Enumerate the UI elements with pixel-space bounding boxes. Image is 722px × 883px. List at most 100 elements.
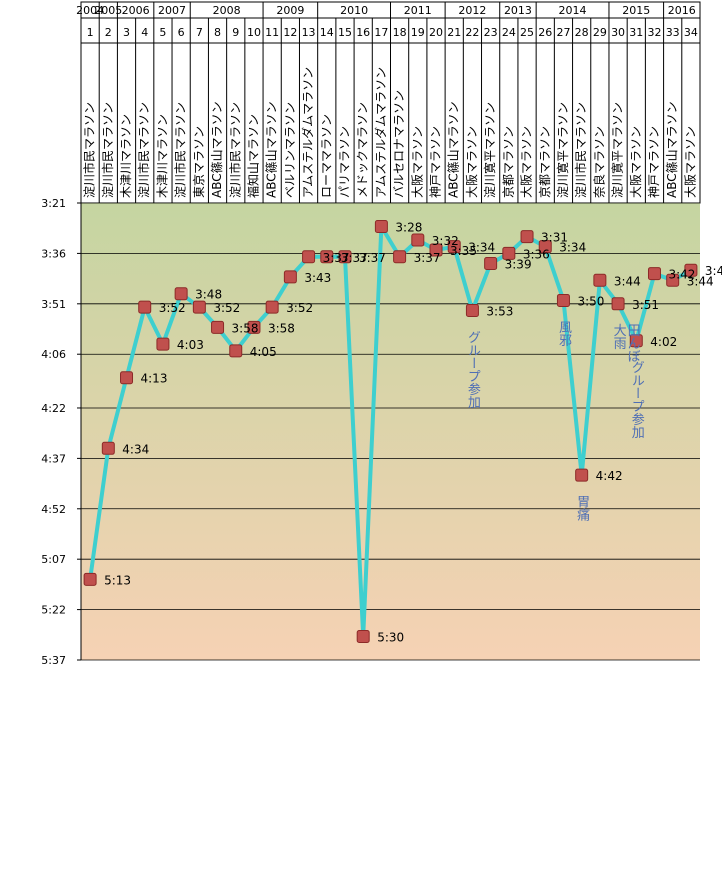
data-point <box>265 300 279 314</box>
data-label: 4:42 <box>596 469 623 483</box>
race-name: メドックマラソン <box>356 102 370 198</box>
race-number: 7 <box>196 26 203 39</box>
data-point <box>156 337 170 351</box>
data-point <box>556 293 570 307</box>
data-point <box>520 230 534 244</box>
race-name: ABC篠山マラソン <box>446 101 461 198</box>
year-label: 2007 <box>158 4 186 17</box>
race-name: 木津川マラソン <box>119 114 133 198</box>
grid-lines <box>81 202 700 661</box>
data-point <box>647 267 661 281</box>
race-name: 大阪マラソン <box>520 126 534 198</box>
race-name: 大阪マラソン <box>465 126 479 198</box>
y-tick-label: 5:22 <box>41 604 66 617</box>
annotation-label: 大雨 <box>611 324 627 350</box>
data-label: 3:37 <box>323 251 350 265</box>
data-label: 3:34 <box>559 241 586 255</box>
data-label: 3:28 <box>395 221 422 235</box>
race-name: 大阪マラソン <box>410 126 424 198</box>
race-name: 淀川市民マラソン <box>573 102 588 198</box>
data-label: 3:31 <box>541 231 568 245</box>
race-number: 8 <box>214 26 221 39</box>
race-name: 大阪マラソン <box>683 126 697 198</box>
data-point <box>411 233 425 247</box>
y-tick-label: 5:37 <box>41 654 66 667</box>
data-label: 4:03 <box>177 338 204 352</box>
race-number: 4 <box>141 26 148 39</box>
year-label: 2015 <box>622 4 650 17</box>
race-number: 32 <box>647 26 661 39</box>
y-tick-label: 4:22 <box>41 402 66 415</box>
year-label: 2005 <box>94 4 122 17</box>
race-number: 16 <box>356 26 370 39</box>
race-number: 24 <box>502 26 516 39</box>
race-name: アムステルダムマラソン <box>373 67 388 198</box>
race-number: 29 <box>593 26 607 39</box>
race-number: 21 <box>447 26 461 39</box>
race-number: 17 <box>374 26 388 39</box>
data-label: 3:48 <box>195 288 222 302</box>
data-label: 4:13 <box>141 372 168 386</box>
race-name: 淀川寛平マラソン <box>555 102 570 198</box>
data-label: 5:13 <box>104 573 131 587</box>
race-number: 33 <box>666 26 680 39</box>
race-number: 15 <box>338 26 352 39</box>
data-label: 4:05 <box>250 345 277 359</box>
race-name: ローママラソン <box>319 114 333 198</box>
data-point <box>502 246 516 260</box>
race-name: 京都マラソン <box>538 126 552 198</box>
data-point <box>429 243 443 257</box>
data-label: 3:52 <box>159 301 186 315</box>
data-label: 3:41 <box>705 264 722 278</box>
race-number: 9 <box>232 26 239 39</box>
race-number: 30 <box>611 26 625 39</box>
year-label: 2008 <box>213 4 241 17</box>
data-point <box>484 256 498 270</box>
year-label: 2011 <box>404 4 432 17</box>
race-name: 京都マラソン <box>501 126 515 198</box>
race-name: 東京マラソン <box>192 126 206 198</box>
data-point <box>575 468 589 482</box>
plot-background <box>80 203 700 660</box>
race-name: 神戸マラソン <box>429 126 443 198</box>
data-label: 3:52 <box>213 301 240 315</box>
y-tick-label: 4:52 <box>41 503 66 516</box>
data-label: 3:39 <box>505 257 532 271</box>
race-name: 淀川市民マラソン <box>82 102 97 198</box>
data-point <box>229 344 243 358</box>
race-name: バルセロナマラソン <box>392 90 406 198</box>
year-label: 2006 <box>122 4 150 17</box>
data-point <box>611 297 625 311</box>
race-number: 31 <box>629 26 643 39</box>
data-point <box>356 629 370 643</box>
year-label: 2009 <box>276 4 304 17</box>
data-label: 3:53 <box>486 305 513 319</box>
race-number: 27 <box>556 26 570 39</box>
data-label: 4:34 <box>122 442 149 456</box>
race-name: ABC篠山マラソン <box>209 101 224 198</box>
time-series-line <box>88 224 692 639</box>
race-name: 木津川マラソン <box>155 114 169 198</box>
data-point <box>120 371 134 385</box>
race-number: 6 <box>178 26 185 39</box>
annotation-label: 田んぼ <box>625 324 640 363</box>
race-name: 淀川市民マラソン <box>173 102 188 198</box>
data-label: 3:37 <box>414 251 441 265</box>
data-point <box>593 273 607 287</box>
race-number: 13 <box>302 26 316 39</box>
data-label: 3:52 <box>286 301 313 315</box>
plot-area <box>81 203 700 660</box>
y-tick-label: 3:21 <box>41 197 66 210</box>
race-number: 10 <box>247 26 261 39</box>
data-label: 3:34 <box>468 241 495 255</box>
data-point <box>393 250 407 264</box>
annotation-label: グループ参加 <box>465 331 481 410</box>
race-number: 12 <box>283 26 297 39</box>
year-label: 2016 <box>668 4 696 17</box>
data-label: 3:58 <box>268 321 295 335</box>
data-point <box>174 287 188 301</box>
race-number: 34 <box>684 26 698 39</box>
